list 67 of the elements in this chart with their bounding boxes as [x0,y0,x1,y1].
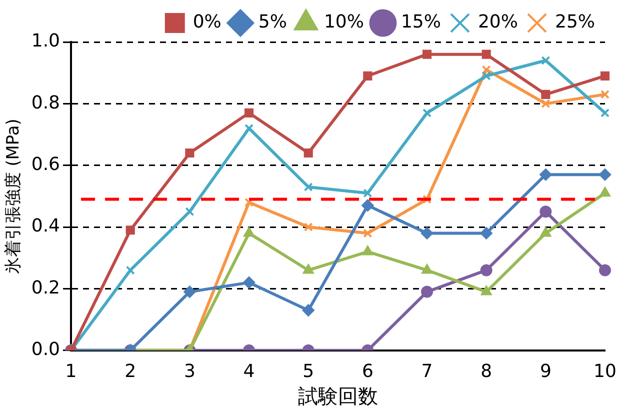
point [304,148,313,158]
legend-label: 10% [324,12,364,33]
point [185,148,194,158]
point [243,276,256,289]
legend-label: 0% [192,12,222,33]
legend-label: 20% [478,12,518,33]
point [482,50,491,59]
point [362,246,374,256]
point [244,108,254,118]
point [244,124,254,133]
point [126,266,135,275]
point [422,108,432,118]
point [600,71,610,80]
x-tick-label: 5 [302,360,314,382]
point [303,264,314,274]
point [599,168,611,181]
x-tick-label: 7 [421,360,433,382]
x-tick-label: 6 [362,360,374,382]
y-tick-label: 0.8 [31,92,60,114]
legend-label: 15% [400,12,441,33]
x-tick-label: 4 [243,360,255,382]
point [600,187,610,197]
point [421,286,434,298]
point [126,226,135,235]
point [481,286,492,296]
y-axis-title: 氷着引張強度 (MPa) [4,118,24,274]
point [541,56,550,66]
x-tick-label: 3 [184,360,196,382]
point [363,188,372,198]
point [422,50,432,59]
point [363,71,372,80]
point [541,90,550,99]
point [304,182,313,192]
y-tick-label: 0.2 [31,277,60,298]
point [482,71,491,80]
point [600,90,610,99]
legend-label: 5% [258,12,287,33]
point [302,304,314,316]
x-tick-label: 8 [480,360,492,382]
point [540,206,552,218]
point [480,264,492,276]
x-tick-label: 2 [124,360,136,382]
y-tick-label: 0.4 [31,216,60,237]
legend-label: 25% [554,12,596,33]
point [185,207,194,216]
point [540,168,552,181]
point [244,227,254,237]
point [363,228,372,238]
point [600,108,610,118]
point [421,227,434,240]
point [540,227,551,237]
point [422,264,432,274]
point [541,99,550,108]
y-tick-label: 0.6 [31,154,60,176]
point [244,198,254,207]
point [422,194,432,204]
y-tick-label: 0.0 [31,339,60,360]
point [480,227,492,240]
point [184,286,196,298]
y-tick-label: 1.0 [31,30,60,52]
point [304,222,313,232]
x-tick-label: 9 [540,360,552,382]
x-tick-label: 1 [65,360,77,382]
point [599,264,611,276]
x-axis-title: 試験回数 [298,384,378,408]
x-tick-label: 10 [594,360,616,382]
point [362,199,374,212]
